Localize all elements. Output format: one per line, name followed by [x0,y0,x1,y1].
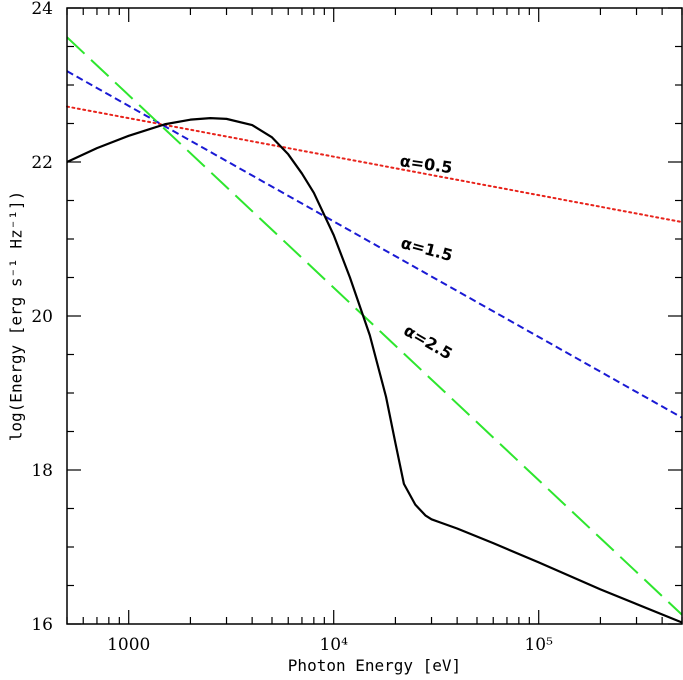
y-tick-label: 16 [31,615,53,635]
plot-frame [66,7,683,625]
x-tick-label: 10⁵ [524,635,553,655]
series-annotation: α=0.5 [399,151,454,177]
series-line-alpha_1.5 [66,70,683,419]
annotation-layer: α=0.5α=1.5α=2.5 [399,151,456,363]
series-annotation: α=1.5 [399,233,455,265]
y-tick-label: 20 [31,307,53,327]
y-axis-label: log(Energy [erg s⁻¹ Hz⁻¹]) [7,191,26,441]
tick-layer: 1000 10⁴ 10⁵ 16 18 20 22 24 [31,0,683,655]
series-layer [66,36,683,624]
x-axis-label: Photon Energy [eV] [288,656,461,675]
x-tick-label: 10⁴ [319,635,348,655]
series-line-alpha_2.5 [66,36,683,616]
x-tick-label: 1000 [107,635,150,655]
series-line-alpha_0.5 [66,105,683,224]
y-tick-label: 22 [31,153,53,173]
y-tick-label: 24 [31,0,53,19]
y-tick-label: 18 [31,461,53,481]
series-line-blackbody_plus_powerlaw [66,117,683,624]
